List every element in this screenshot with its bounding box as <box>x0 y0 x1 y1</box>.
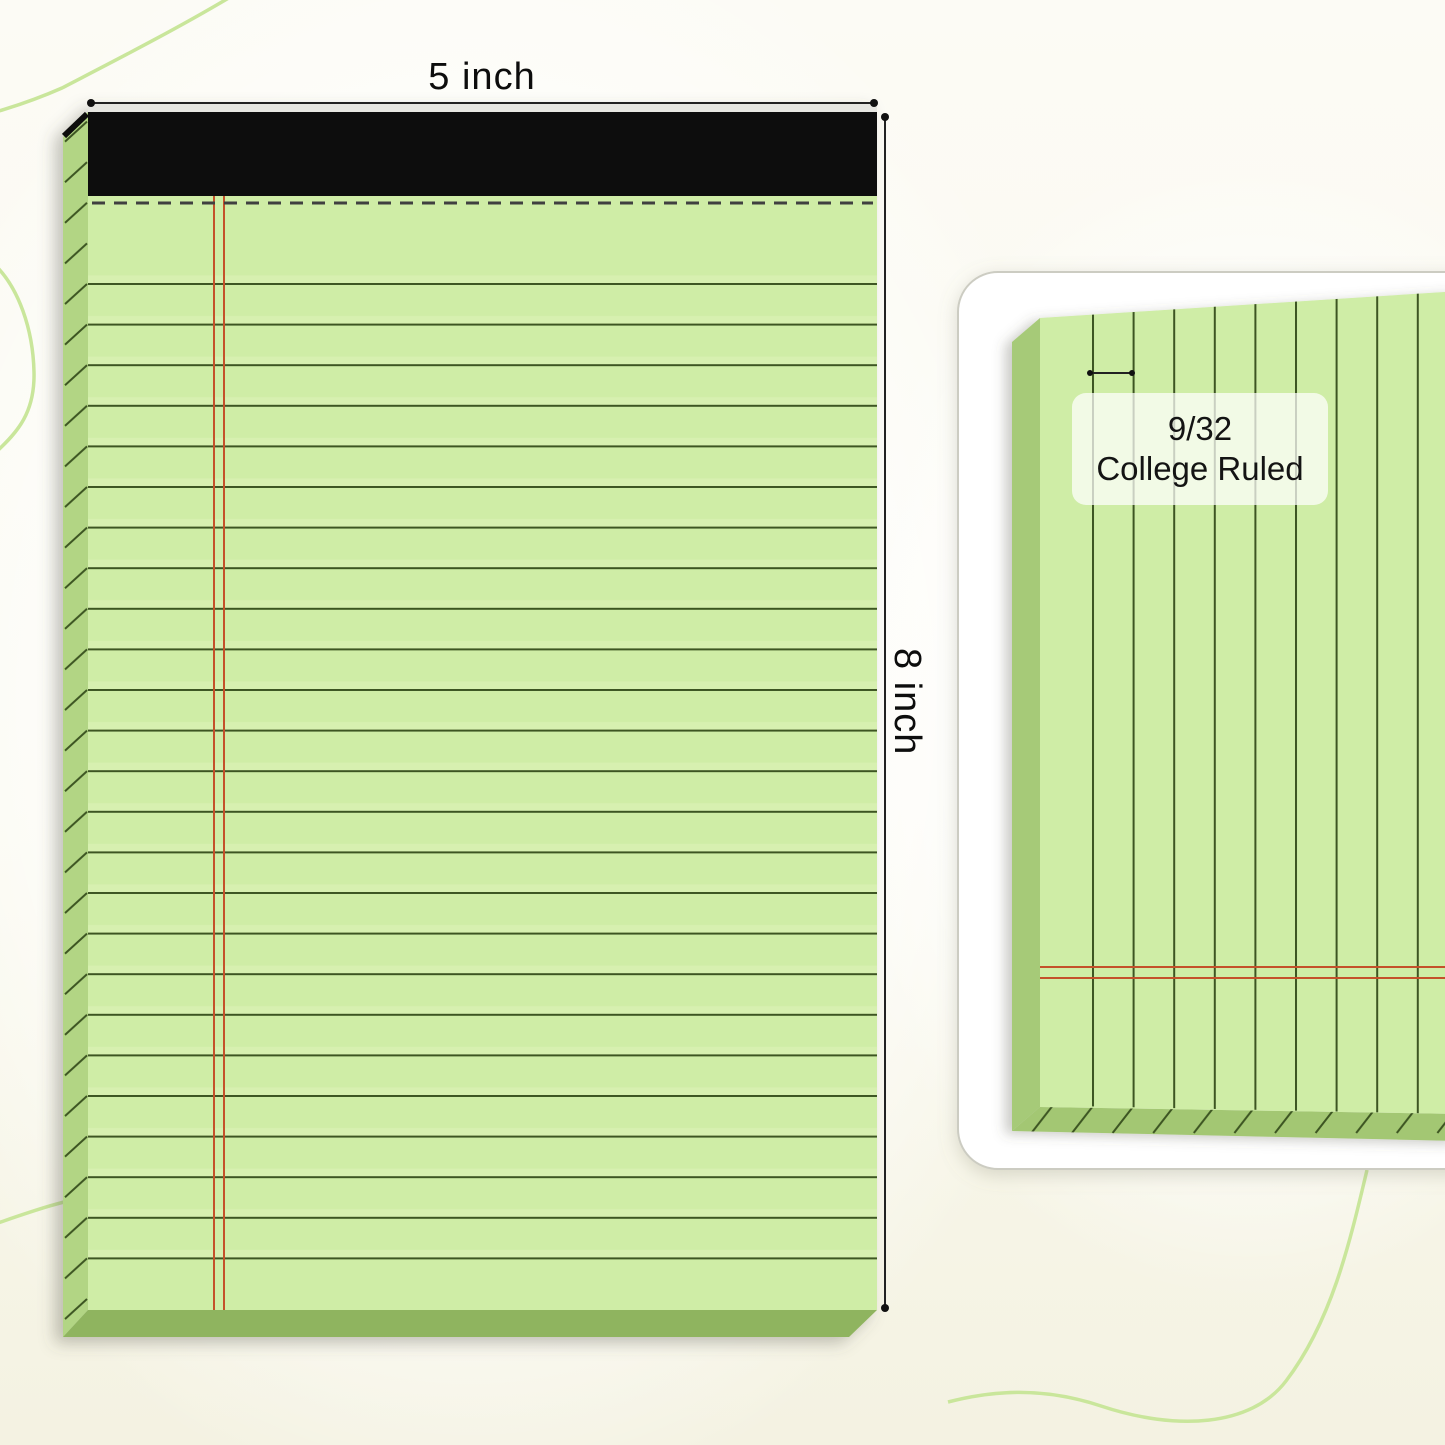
page-edge-ticks <box>63 112 88 1337</box>
ruling-label-background <box>1072 393 1328 505</box>
notepad-top-paper-edge <box>88 104 877 113</box>
ruling-marker-dot-left <box>1087 370 1093 376</box>
ruled-lines <box>88 260 877 1264</box>
notepad-bottom-edge <box>63 1310 877 1337</box>
height-dimension-label: 8 inch <box>886 648 928 756</box>
height-dimension-dot-bottom <box>881 1304 889 1312</box>
height-dimension-dot-top <box>881 113 889 121</box>
width-dimension-dot-right <box>870 99 878 107</box>
ruling-name-label: College Ruled <box>1096 450 1304 487</box>
dimension-annotations <box>87 99 889 1312</box>
notepad-binding <box>88 112 877 196</box>
detail-page-edge-ticks <box>1012 1107 1445 1141</box>
detail-pad-left-edge <box>1012 318 1040 1131</box>
ruling-marker-dot-right <box>1129 370 1135 376</box>
ruling-label: 9/32 College Ruled <box>1072 393 1328 505</box>
ruling-width-marker <box>1087 370 1135 376</box>
squiggle-left-edge <box>0 267 36 451</box>
width-dimension-label: 5 inch <box>428 56 536 98</box>
notepad-front-view <box>61 104 877 1337</box>
ruling-size-label: 9/32 <box>1167 410 1233 447</box>
binding-side-wedge <box>61 111 90 139</box>
width-dimension-dot-left <box>87 99 95 107</box>
squiggle-bottom-right <box>947 1169 1369 1423</box>
squiggle-top-left <box>0 0 229 113</box>
